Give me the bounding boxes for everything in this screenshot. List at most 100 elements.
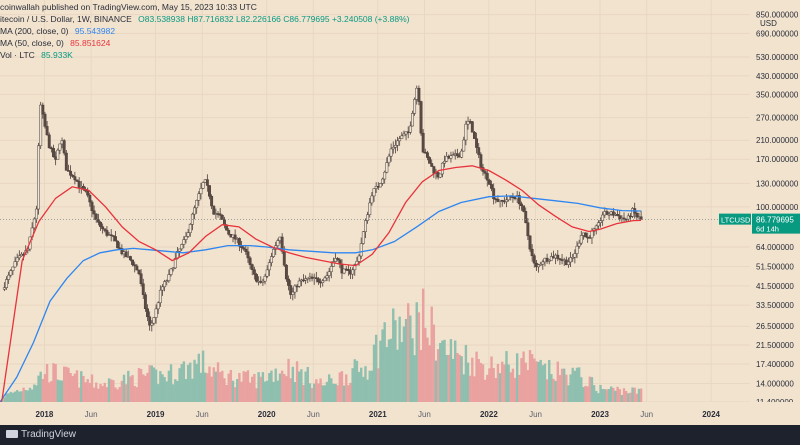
candle-body bbox=[413, 99, 417, 114]
volume-bar bbox=[265, 380, 269, 402]
candle-body bbox=[141, 283, 145, 295]
time-axis[interactable]: 2018 Jun 2019 Jun 2020 Jun 2021 Jun 2022 Jun 2023 J… bbox=[0, 402, 800, 425]
candle-body bbox=[622, 217, 626, 220]
volume-bar bbox=[131, 375, 134, 402]
candle-body bbox=[52, 148, 55, 158]
volume-bar bbox=[571, 367, 574, 402]
candle-body bbox=[445, 155, 449, 162]
volume-bar bbox=[577, 367, 581, 402]
symbol-line[interactable]: itecoin / U.S. Dollar, 1W, BINANCE O83.5… bbox=[0, 14, 409, 24]
volume-bar bbox=[11, 392, 15, 402]
price-tick-label: 130.000000 bbox=[756, 179, 799, 188]
candle-body bbox=[184, 236, 188, 240]
candle-body bbox=[306, 277, 310, 280]
candle-body bbox=[425, 152, 429, 158]
time-tick-label: 2024 bbox=[702, 410, 720, 419]
volume-label[interactable]: Vol · LTC bbox=[0, 50, 35, 60]
ma200-legend[interactable]: MA (200, close, 0) 95.543982 bbox=[0, 26, 115, 36]
volume-bar bbox=[548, 360, 551, 402]
volume-bar bbox=[124, 384, 128, 402]
volume-bar bbox=[383, 322, 386, 402]
volume-bar bbox=[550, 374, 553, 402]
candle-body bbox=[462, 139, 466, 152]
candle-body bbox=[32, 218, 36, 229]
volume-value: 85.933K bbox=[41, 50, 73, 60]
ma50-legend[interactable]: MA (50, close, 0) 85.851624 bbox=[0, 38, 110, 48]
volume-bar bbox=[20, 391, 23, 402]
candle-body bbox=[351, 269, 355, 275]
candle-body bbox=[537, 264, 540, 268]
volume-bar bbox=[216, 362, 220, 402]
volume-bar bbox=[80, 371, 83, 402]
volume-bar bbox=[101, 385, 104, 402]
volume-bar bbox=[139, 368, 143, 402]
volume-bar bbox=[116, 389, 119, 402]
volume-bar bbox=[441, 340, 444, 402]
volume-bar bbox=[184, 379, 188, 402]
candle-body bbox=[133, 264, 137, 267]
candle-body bbox=[396, 140, 399, 146]
candle-body bbox=[39, 104, 43, 147]
candle-body bbox=[154, 308, 158, 318]
volume-bar bbox=[129, 376, 132, 402]
volume-bar bbox=[227, 373, 230, 402]
candle-body bbox=[90, 201, 94, 212]
candle-body bbox=[353, 264, 357, 271]
volume-bar bbox=[48, 382, 51, 402]
candle-body bbox=[137, 269, 141, 275]
candle-body bbox=[449, 155, 453, 159]
candle-body bbox=[150, 322, 154, 326]
volume-bar bbox=[15, 390, 19, 402]
volume-bar bbox=[573, 370, 577, 402]
candle-body bbox=[472, 131, 476, 139]
candle-body bbox=[69, 170, 73, 176]
candle-body bbox=[522, 205, 526, 212]
volume-bar bbox=[402, 326, 406, 402]
volume-bar bbox=[592, 385, 596, 402]
candle-body bbox=[58, 143, 62, 151]
candle-body bbox=[323, 277, 327, 282]
volume-bar bbox=[477, 359, 480, 402]
candle-body bbox=[173, 258, 177, 269]
candle-body bbox=[218, 213, 222, 216]
volume-bar bbox=[511, 368, 515, 402]
volume-bar bbox=[445, 354, 448, 402]
volume-bar bbox=[268, 373, 271, 402]
volume-bar bbox=[302, 385, 305, 402]
volume-bar bbox=[283, 373, 286, 402]
volume-bar bbox=[71, 375, 74, 402]
volume-bar bbox=[214, 371, 218, 402]
volume-bar bbox=[35, 385, 38, 402]
candle-body bbox=[517, 195, 521, 205]
ma200-label[interactable]: MA (200, close, 0) bbox=[0, 26, 69, 36]
candle-body bbox=[37, 145, 40, 210]
volume-bar bbox=[73, 373, 77, 402]
volume-bar bbox=[270, 370, 273, 402]
candle-body bbox=[567, 261, 570, 266]
ma50-label[interactable]: MA (50, close, 0) bbox=[0, 38, 64, 48]
volume-bar bbox=[62, 366, 66, 402]
candle-body bbox=[611, 211, 615, 216]
tradingview-logo[interactable]: TradingView bbox=[6, 429, 76, 440]
candle-body bbox=[419, 101, 423, 134]
volume-bar bbox=[84, 382, 87, 402]
volume-legend[interactable]: Vol · LTC 85.933K bbox=[0, 50, 73, 60]
symbol-name[interactable]: itecoin / U.S. Dollar, 1W, BINANCE bbox=[0, 14, 132, 24]
volume-bar bbox=[456, 352, 459, 402]
candle-body bbox=[120, 248, 124, 255]
volume-bar bbox=[240, 381, 243, 402]
price-tick-label: 33.500000 bbox=[756, 301, 794, 310]
volume-bar bbox=[291, 366, 295, 402]
candle-body bbox=[618, 215, 622, 220]
volume-bar bbox=[298, 371, 301, 402]
time-tick-label: 2019 bbox=[147, 410, 165, 419]
volume-bar bbox=[315, 379, 318, 402]
volume-bar bbox=[524, 362, 527, 402]
volume-bar bbox=[370, 370, 374, 402]
volume-bar bbox=[39, 371, 42, 402]
candle-body bbox=[227, 229, 231, 235]
symbol-tag: LTCUSD bbox=[721, 216, 751, 225]
volume-bar bbox=[520, 358, 523, 402]
